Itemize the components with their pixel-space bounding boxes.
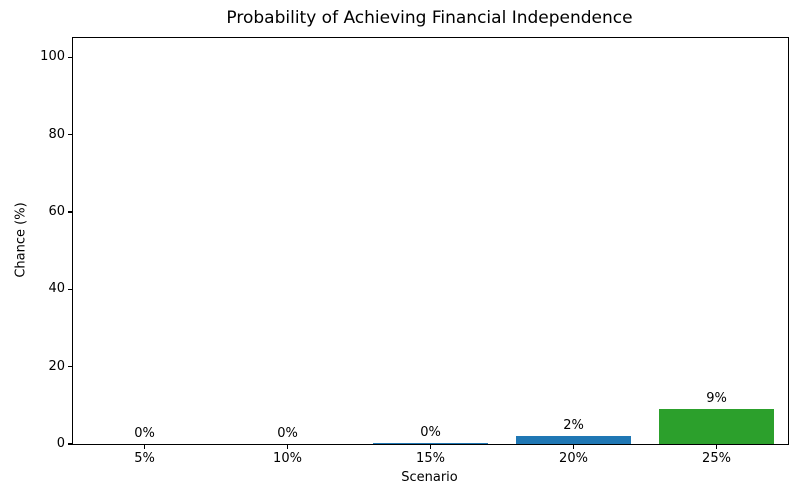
plot-area: 0 20 40 60 80 100 0% 5% 0% 10% 0% 15% 2% 20% 9% 25% [40, 37, 789, 466]
bar [516, 436, 631, 444]
x-tick-mark [286, 445, 289, 449]
bar [373, 442, 488, 444]
y-tick-mark [68, 56, 72, 59]
y-tick-mark [68, 443, 72, 445]
y-tick-label: 100 [40, 49, 65, 65]
chart-title: Probability of Achieving Financial Indep… [226, 8, 633, 28]
y-tick-mark [68, 365, 72, 368]
bar-value-label: 2% [563, 418, 584, 434]
bar-value-label: 0% [420, 424, 441, 440]
y-tick-label: 40 [48, 281, 65, 297]
x-tick-mark [429, 445, 432, 449]
x-tick-label: 10% [273, 451, 302, 466]
y-tick-mark [68, 211, 72, 213]
y-tick-label: 80 [48, 126, 65, 142]
y-tick-label: 0 [56, 436, 65, 451]
bar [659, 409, 774, 444]
bar-value-label: 9% [706, 391, 727, 407]
x-tick-label: 5% [134, 451, 155, 466]
x-tick-mark [572, 445, 575, 449]
y-tick-mark [68, 288, 72, 291]
x-tick-label: 15% [416, 451, 445, 466]
x-axis-label: Scenario [401, 470, 458, 485]
bar-value-label: 0% [277, 426, 298, 441]
y-tick-label: 20 [48, 358, 65, 374]
bar-value-label: 0% [134, 426, 155, 441]
y-tick-mark [68, 133, 72, 136]
x-tick-mark [715, 445, 718, 449]
x-tick-label: 25% [702, 451, 731, 466]
y-tick-label: 60 [48, 204, 65, 219]
x-tick-mark [143, 445, 146, 449]
x-tick-label: 20% [559, 451, 588, 466]
